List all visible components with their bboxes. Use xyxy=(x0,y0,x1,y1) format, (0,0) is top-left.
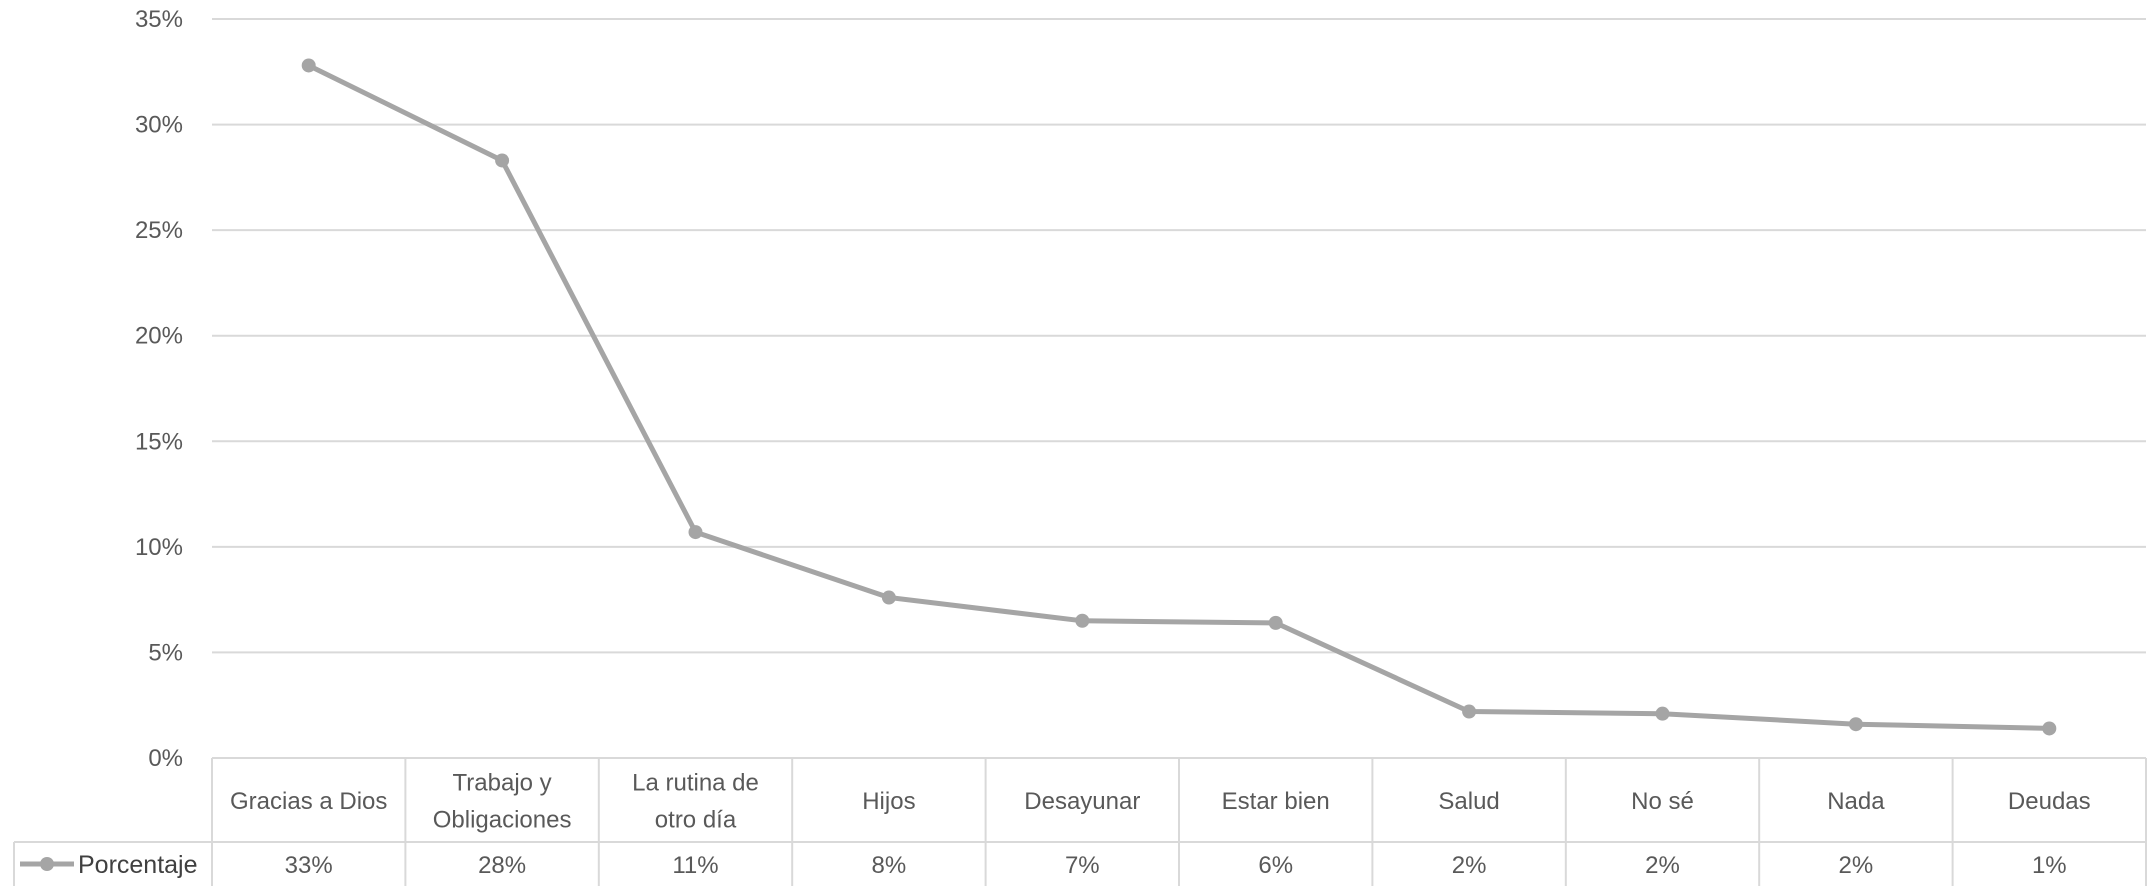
table-value: 8% xyxy=(872,852,907,879)
series-line xyxy=(307,63,2050,731)
table-value: 2% xyxy=(1839,852,1874,879)
y-tick-label: 5% xyxy=(148,639,183,666)
category-label: No sé xyxy=(1631,788,1694,815)
category-label: Gracias a Dios xyxy=(230,788,387,815)
category-label: Nada xyxy=(1827,788,1885,815)
y-tick-label: 15% xyxy=(135,428,183,455)
table-value: 1% xyxy=(2032,852,2067,879)
table-value: 2% xyxy=(1645,852,1680,879)
series-porcentaje xyxy=(301,58,2057,736)
category-label: Trabajo y Obligaciones xyxy=(433,770,572,834)
data-point xyxy=(688,525,703,540)
data-table: Gracias a Dios Trabajo y Obligaciones La ru… xyxy=(13,757,2147,886)
category-label: Hijos xyxy=(862,788,915,815)
legend-marker xyxy=(40,857,54,871)
y-axis-ticks: 0% 5% 10% 15% 20% 25% 30% 35% xyxy=(135,6,183,772)
y-tick-label: 10% xyxy=(135,534,183,561)
data-point xyxy=(1268,615,1283,630)
table-value: 6% xyxy=(1258,852,1293,879)
category-label: Desayunar xyxy=(1024,788,1140,815)
table-value: 33% xyxy=(285,852,333,879)
gridlines xyxy=(212,18,2146,654)
data-point xyxy=(2042,721,2057,736)
data-point xyxy=(301,58,316,73)
data-point xyxy=(1848,717,1863,732)
table-value: 7% xyxy=(1065,852,1100,879)
table-value: 2% xyxy=(1452,852,1487,879)
y-tick-label: 0% xyxy=(148,745,183,772)
category-label: Salud xyxy=(1438,788,1499,815)
category-label: Estar bien xyxy=(1222,788,1330,815)
table-value: 28% xyxy=(478,852,526,879)
data-point xyxy=(881,590,896,605)
table-value: 11% xyxy=(672,852,718,879)
data-point xyxy=(1655,706,1670,721)
data-point xyxy=(1075,613,1090,628)
category-label: La rutina de otro día xyxy=(632,770,759,834)
legend-label: Porcentaje xyxy=(78,851,198,879)
y-tick-label: 30% xyxy=(135,112,183,139)
y-tick-label: 20% xyxy=(135,323,183,350)
data-point xyxy=(1462,704,1477,719)
y-tick-label: 25% xyxy=(135,217,183,244)
y-tick-label: 35% xyxy=(135,6,183,33)
category-label: Deudas xyxy=(2008,788,2091,815)
data-point xyxy=(495,153,510,168)
